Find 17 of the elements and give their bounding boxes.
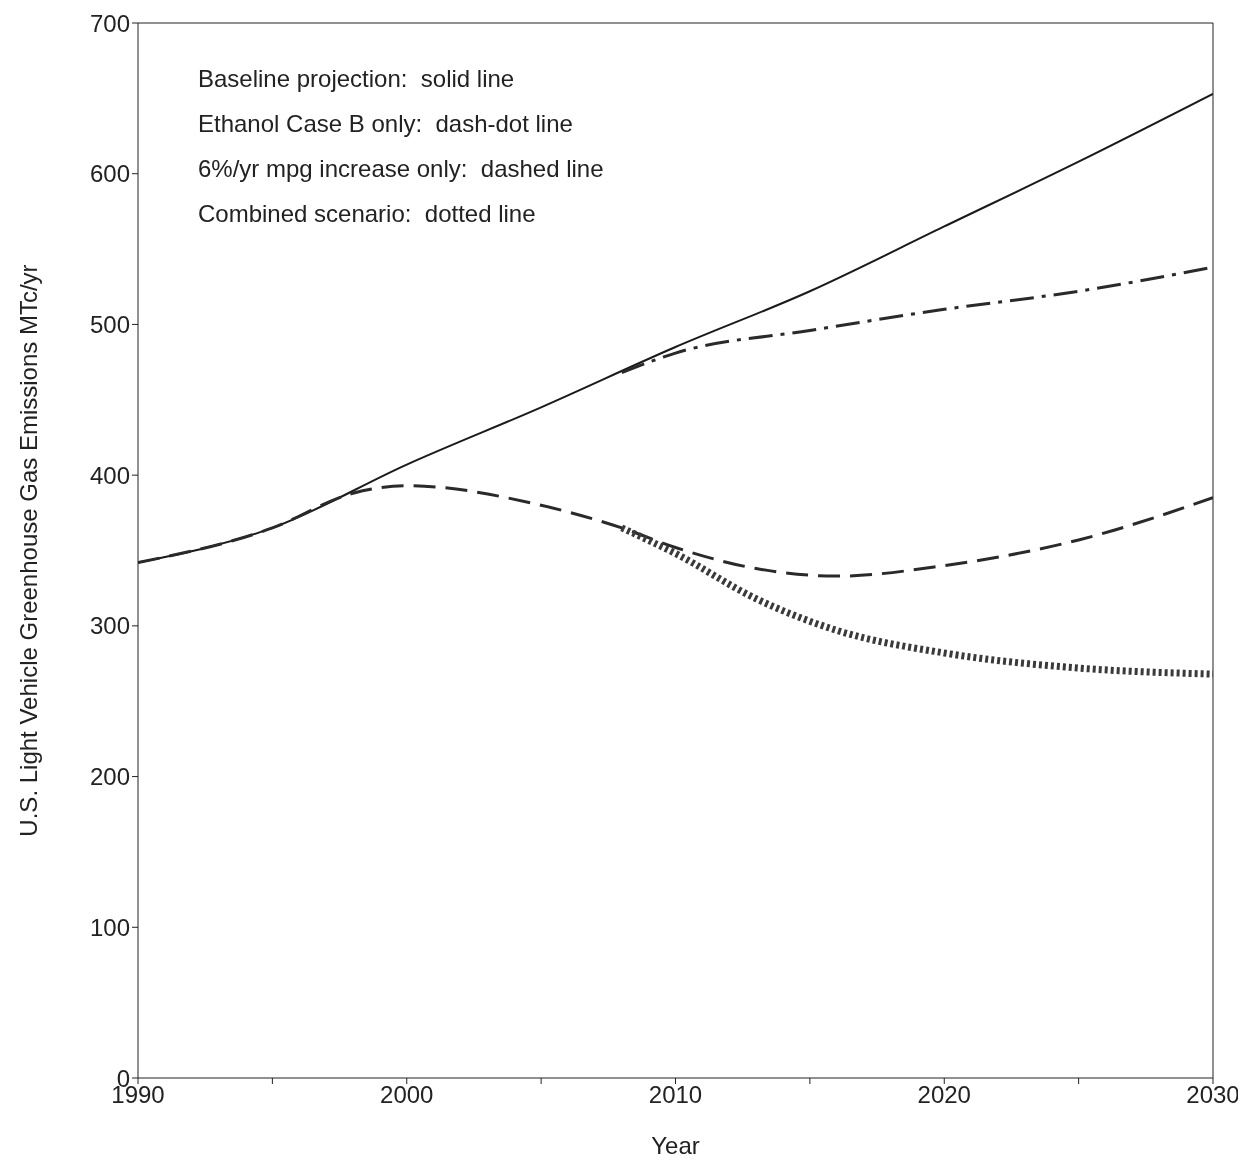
annotation: Ethanol Case B only: dash-dot line (198, 109, 574, 139)
y-tick-label: 400 (89, 461, 130, 489)
annotation: Combined scenario: dotted line (198, 199, 537, 229)
annotation: Baseline projection: solid line (198, 64, 516, 94)
y-tick-label: 600 (89, 160, 130, 188)
x-tick-label: 2020 (917, 1081, 971, 1109)
y-tick-label: 700 (89, 9, 130, 37)
x-tick-label: 2030 (1186, 1081, 1240, 1109)
y-tick-label: 500 (89, 310, 130, 338)
x-tick-label: 2000 (380, 1081, 434, 1109)
annotation: 6%/yr mpg increase only: dashed line (198, 154, 604, 184)
x-axis-title: Year (651, 1132, 700, 1159)
y-tick-label: 100 (89, 913, 130, 941)
y-tick-label: 200 (89, 763, 130, 791)
x-tick-label: 2010 (648, 1081, 703, 1109)
y-tick-label: 300 (89, 612, 130, 640)
y-axis-title: U.S. Light Vehicle Greenhouse Gas Emissions MTc/yr (14, 264, 42, 837)
